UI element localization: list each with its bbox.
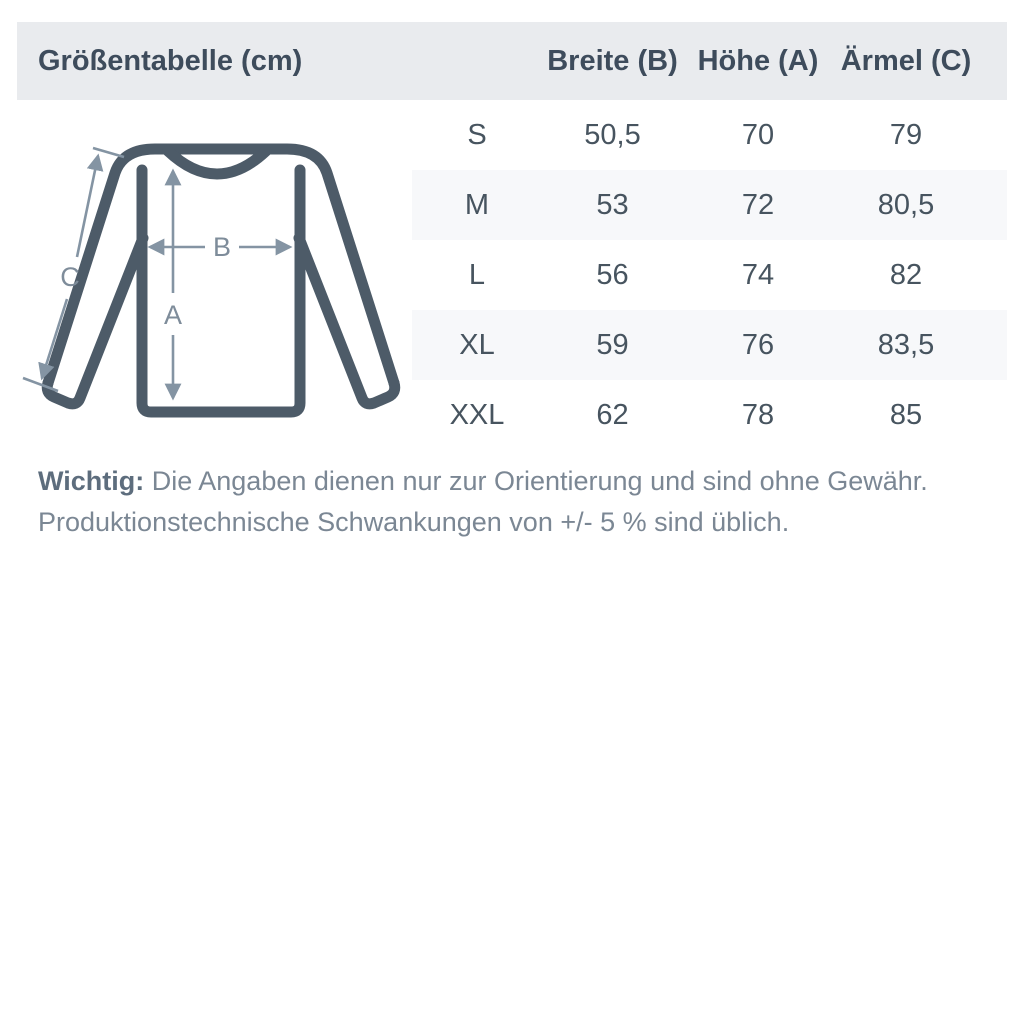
hoehe-value: 72 xyxy=(741,188,775,221)
column-header-aermel: Ärmel (C) xyxy=(840,44,972,77)
table-row-s: S 50,5 70 79 xyxy=(412,100,1007,170)
hoehe-value: 78 xyxy=(741,398,775,431)
table-row-m: M 53 72 80,5 xyxy=(412,170,1007,240)
table-column-headers: Breite (B) Höhe (A) Ärmel (C) xyxy=(412,22,1007,100)
hoehe-value: 74 xyxy=(741,258,775,291)
breite-value: 59 xyxy=(596,328,629,361)
label-c: C xyxy=(60,262,80,292)
aermel-value: 79 xyxy=(889,118,923,151)
size-label: L xyxy=(468,258,486,291)
table-row-l: L 56 74 82 xyxy=(412,240,1007,310)
disclaimer-note: Wichtig: Die Angaben dienen nur zur Orie… xyxy=(38,461,988,543)
aermel-value: 82 xyxy=(889,258,923,291)
column-header-hoehe: Höhe (A) xyxy=(697,44,819,77)
column-header-breite: Breite (B) xyxy=(547,44,678,77)
table-row-xxl: XXL 62 78 85 xyxy=(412,380,1007,450)
disclaimer-line-1: Wichtig: Die Angaben dienen nur zur Orie… xyxy=(38,461,988,502)
size-label: XXL xyxy=(449,398,505,431)
size-label: M xyxy=(464,188,490,221)
breite-value: 56 xyxy=(596,258,629,291)
disclaimer-bold: Wichtig: xyxy=(38,466,145,496)
label-a: A xyxy=(164,300,182,330)
breite-value: 50,5 xyxy=(584,118,641,151)
table-row-xl: XL 59 76 83,5 xyxy=(412,310,1007,380)
aermel-value: 80,5 xyxy=(877,188,935,221)
sweater-measurement-diagram: B A C xyxy=(18,135,408,425)
label-b: B xyxy=(213,232,231,262)
sweater-outline xyxy=(41,143,401,418)
breite-value: 62 xyxy=(596,398,629,431)
sweater-diagram-icon: B A C xyxy=(22,143,401,418)
measurement-labels: B A C xyxy=(60,232,231,330)
disclaimer-text-1: Die Angaben dienen nur zur Orientierung … xyxy=(144,466,928,496)
table-header-bar: Größentabelle (cm) Breite (B) Höhe (A) Ä… xyxy=(17,22,1007,100)
size-label: XL xyxy=(459,328,495,361)
disclaimer-line-2: Produktionstechnische Schwankungen von +… xyxy=(38,507,790,537)
aermel-value: 83,5 xyxy=(877,328,935,361)
page-title: Größentabelle (cm) xyxy=(38,44,303,77)
size-label: S xyxy=(467,118,487,151)
measurement-arrows xyxy=(22,146,293,401)
hoehe-value: 76 xyxy=(741,328,775,361)
aermel-value: 85 xyxy=(889,398,923,431)
size-table: S 50,5 70 79 M 53 72 80,5 L 56 74 82 XL … xyxy=(412,100,1007,450)
hoehe-value: 70 xyxy=(741,118,775,151)
breite-value: 53 xyxy=(596,188,629,221)
